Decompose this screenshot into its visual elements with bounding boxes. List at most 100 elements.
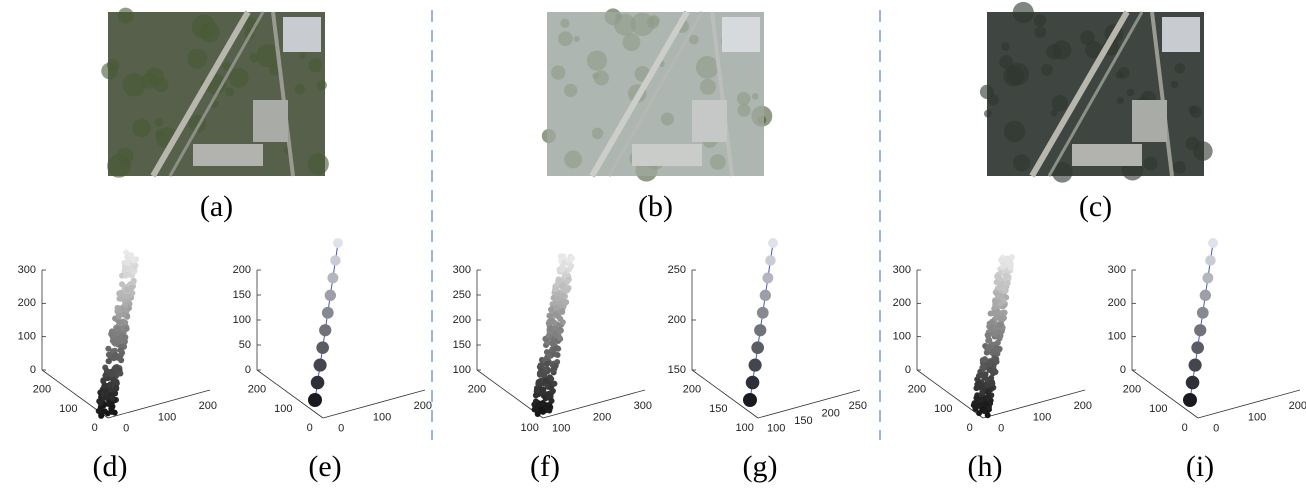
point <box>998 257 1004 263</box>
cluster <box>746 376 760 390</box>
point <box>543 366 549 372</box>
vegetation <box>1193 141 1213 161</box>
point <box>124 260 130 266</box>
vegetation <box>146 67 164 85</box>
point <box>540 389 546 395</box>
point <box>109 395 115 401</box>
point <box>559 308 565 314</box>
z-tick-label: 300 <box>18 264 36 276</box>
point <box>978 372 984 378</box>
building <box>1072 144 1142 166</box>
vegetation <box>980 85 994 99</box>
cluster <box>311 376 325 390</box>
point <box>978 383 984 389</box>
z-tick-label: 150 <box>453 339 471 351</box>
cluster <box>314 359 327 372</box>
point <box>108 369 114 375</box>
right-tick-label: 0 <box>338 423 344 435</box>
z-tick-label: 200 <box>453 314 471 326</box>
point <box>122 320 128 326</box>
vegetation <box>120 159 130 169</box>
point <box>986 337 992 343</box>
caption: (g) <box>743 450 778 483</box>
left-tick-label: 0 <box>307 422 313 434</box>
z-tick-label: 200 <box>668 314 686 326</box>
point <box>989 380 995 386</box>
point <box>100 377 106 383</box>
point <box>543 378 549 384</box>
cluster <box>1197 307 1209 319</box>
point <box>548 384 554 390</box>
point <box>979 389 985 395</box>
vegetation <box>118 8 134 24</box>
vegetation <box>307 153 328 174</box>
caption: (a) <box>200 190 233 223</box>
point <box>1000 264 1006 270</box>
vegetation <box>101 63 118 80</box>
point <box>998 300 1004 306</box>
point <box>560 319 566 325</box>
right-tick-label: 200 <box>1289 400 1306 412</box>
cluster <box>1208 238 1218 248</box>
point <box>123 265 129 271</box>
vegetation <box>1117 97 1124 104</box>
building <box>253 100 288 142</box>
right-tick-label: 200 <box>414 400 432 412</box>
caption: (e) <box>308 450 341 483</box>
point <box>536 381 542 387</box>
right-tick-label: 100 <box>1033 411 1051 423</box>
caption: (b) <box>638 190 673 223</box>
point <box>567 261 573 267</box>
building <box>1162 17 1200 52</box>
point <box>118 352 124 358</box>
point <box>121 312 127 318</box>
right-tick-label: 200 <box>1074 400 1092 412</box>
point <box>130 257 136 263</box>
vegetation <box>1046 44 1061 59</box>
point <box>101 383 107 389</box>
caption: (d) <box>93 450 128 483</box>
vegetation <box>200 22 220 42</box>
z-tick-label: 100 <box>1108 331 1126 343</box>
cluster <box>316 341 329 354</box>
cluster <box>327 272 338 283</box>
building <box>283 17 321 52</box>
point <box>1002 285 1008 291</box>
point <box>106 352 112 358</box>
z-tick-label: 0 <box>905 364 911 376</box>
point <box>988 375 994 381</box>
right-tick-label: 100 <box>767 423 785 435</box>
cluster <box>762 272 773 283</box>
vegetation <box>1001 42 1009 50</box>
z-tick-label: 300 <box>1108 264 1126 276</box>
z-tick-label: 300 <box>893 264 911 276</box>
cluster <box>765 255 775 265</box>
point <box>106 358 112 364</box>
point <box>125 294 131 300</box>
z-tick-label: 150 <box>668 364 686 376</box>
point <box>110 377 116 383</box>
left-tick-label: 200 <box>33 384 51 396</box>
caption: (f) <box>530 450 560 483</box>
building <box>193 144 263 166</box>
point <box>113 385 119 391</box>
point <box>983 401 989 407</box>
caption: (h) <box>968 450 1003 483</box>
z-tick-label: 0 <box>30 364 36 376</box>
vegetation <box>1013 154 1030 171</box>
point <box>986 344 992 350</box>
point <box>546 352 552 358</box>
point <box>538 362 544 368</box>
point <box>991 363 997 369</box>
vegetation <box>1189 105 1198 114</box>
point <box>124 286 130 292</box>
point <box>110 334 116 340</box>
z-tick-label: 200 <box>233 264 251 276</box>
point <box>124 326 130 332</box>
vegetation <box>1052 95 1068 111</box>
point <box>558 253 564 259</box>
z-tick-label: 100 <box>453 364 471 376</box>
z-tick-label: 150 <box>233 289 251 301</box>
point <box>993 325 999 331</box>
cluster <box>1189 359 1202 372</box>
